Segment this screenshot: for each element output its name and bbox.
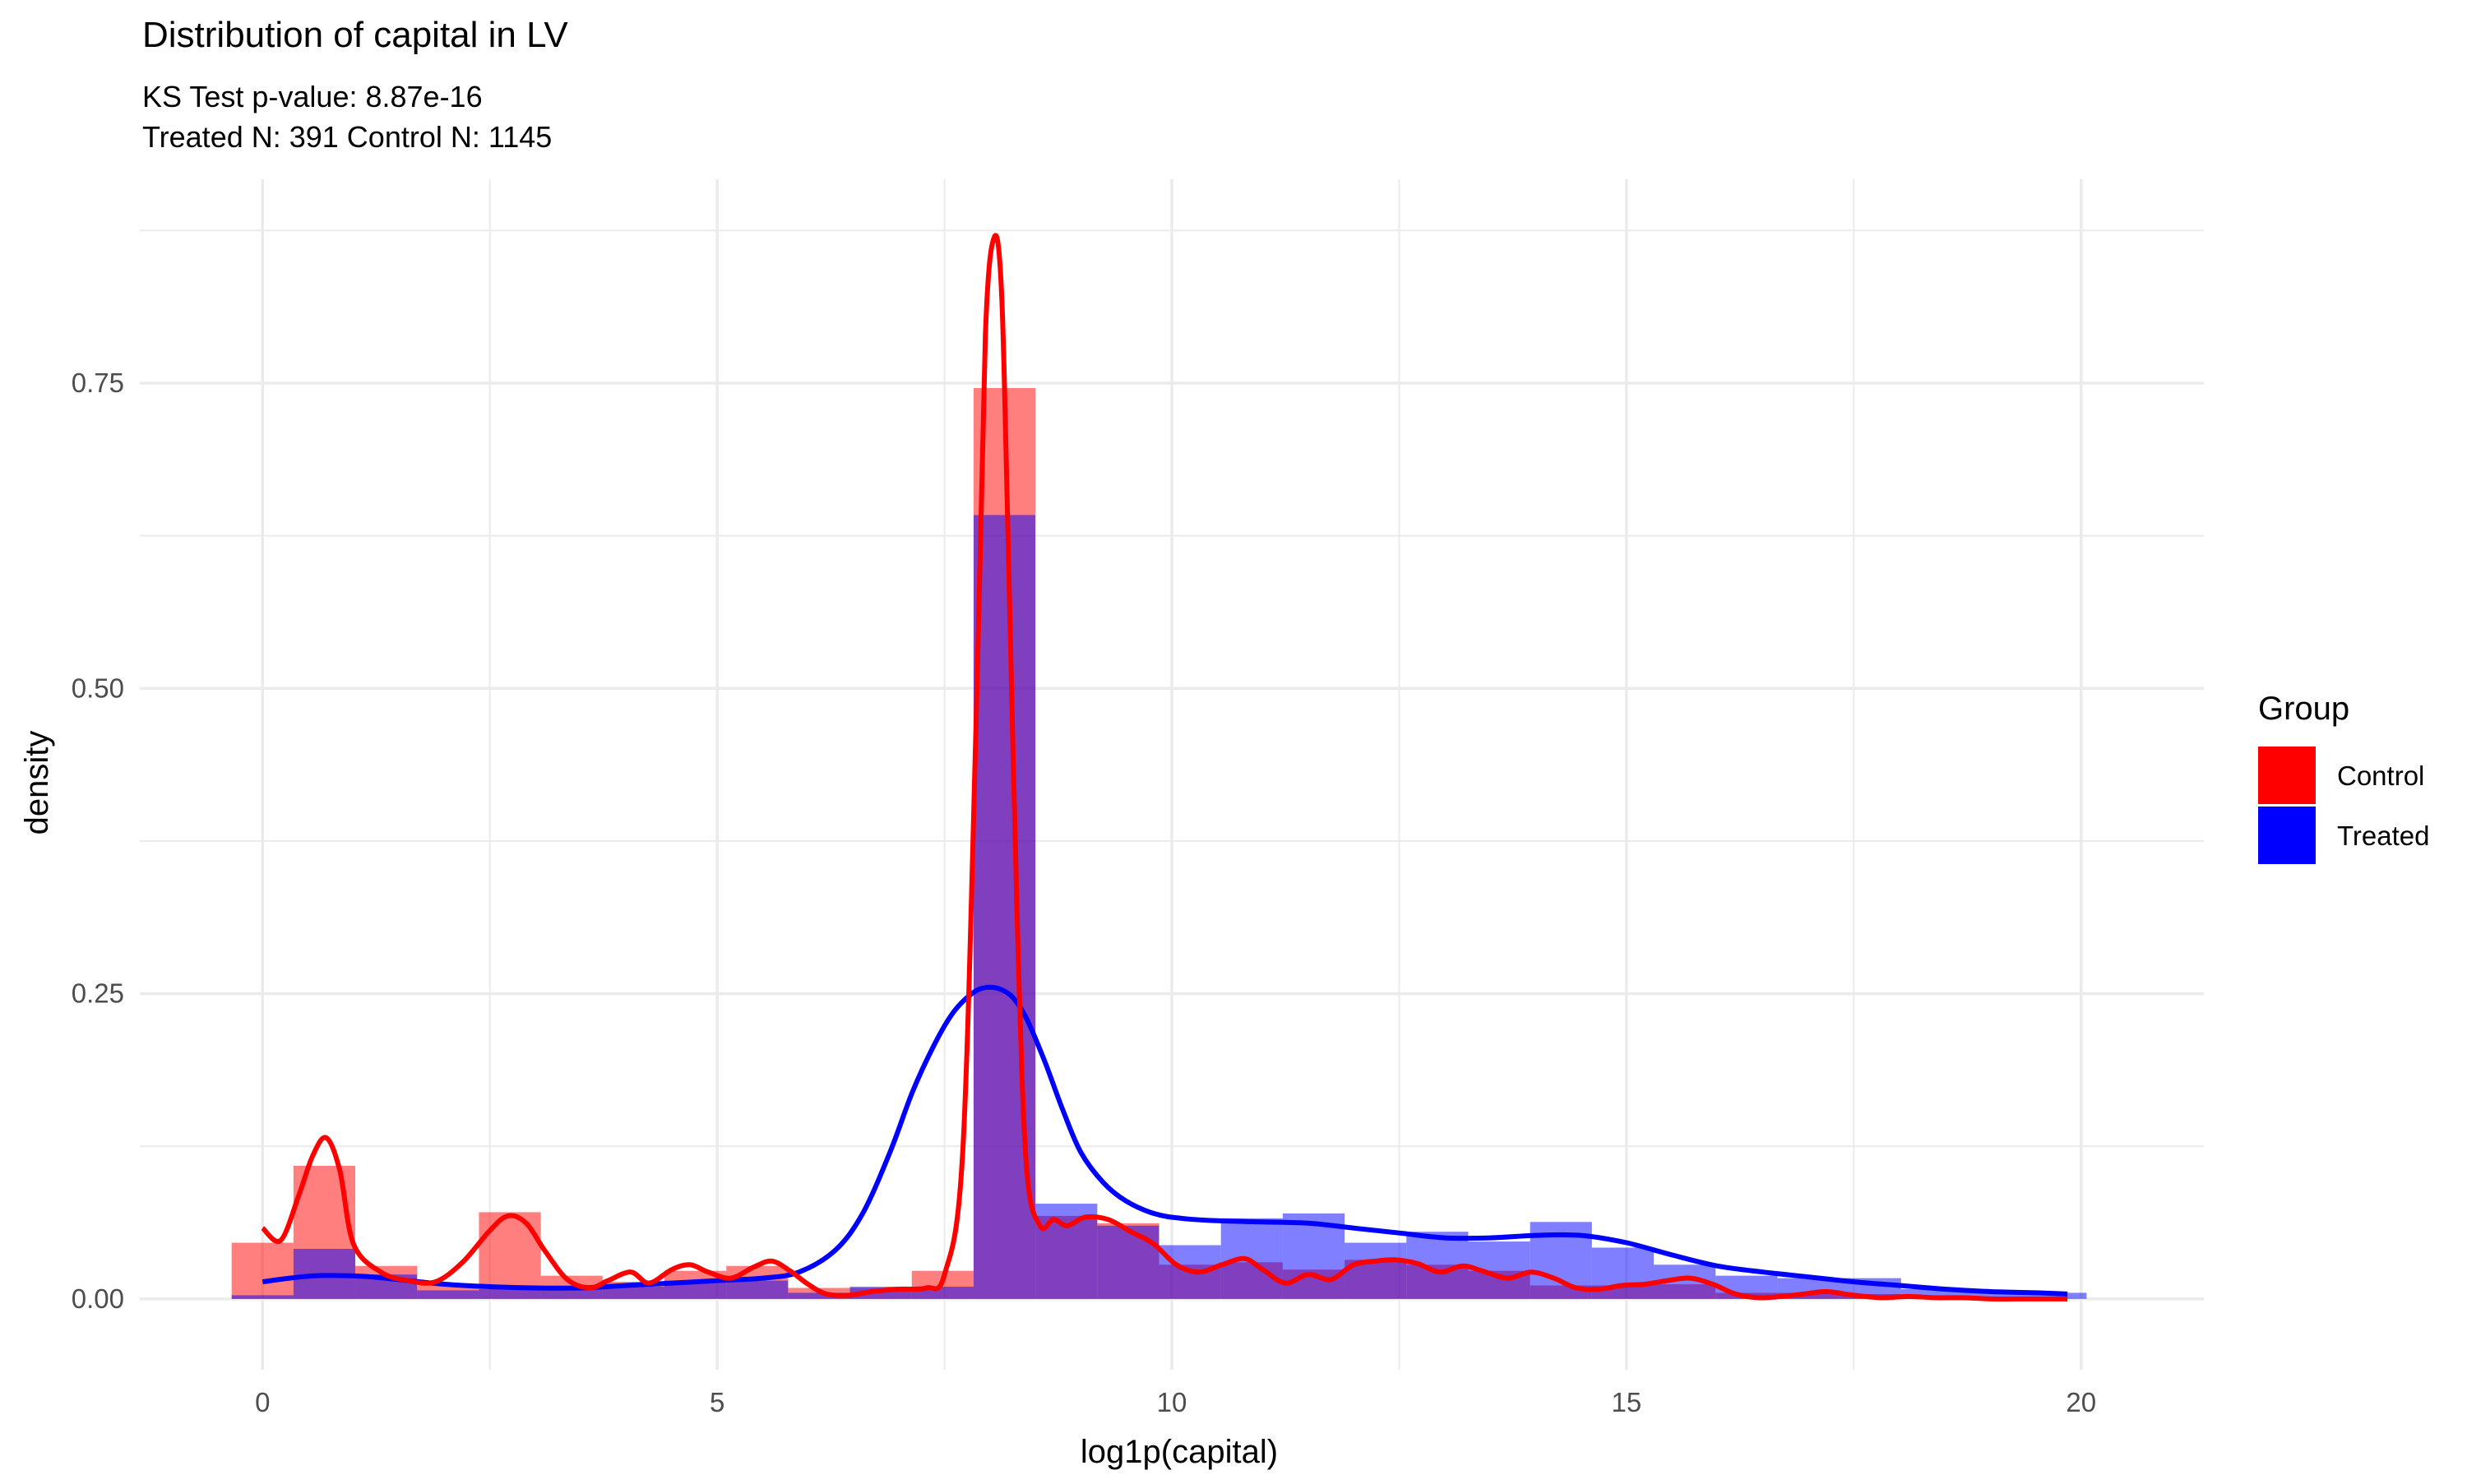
y-tick-label: 0.25 (72, 978, 124, 1009)
y-tick-label: 0.50 (72, 673, 124, 703)
x-tick-label: 5 (710, 1387, 724, 1417)
x-tick-label: 0 (255, 1387, 270, 1417)
chart-title: Distribution of capital in LV (142, 15, 568, 55)
control-density-line (261, 233, 2068, 1301)
x-axis-label: log1p(capital) (1081, 1434, 1278, 1470)
y-axis-label: density (19, 731, 55, 835)
control-histogram-bar (231, 1242, 294, 1299)
treated-histogram-bar (540, 1288, 603, 1299)
treated-density-line (262, 984, 2068, 1297)
treated-histogram-bar (726, 1280, 789, 1299)
chart-subtitle-counts: Treated N: 391 Control N: 1145 (142, 120, 552, 154)
legend-label-control: Control (2337, 760, 2424, 791)
legend-title: Group (2258, 691, 2349, 727)
chart-subtitle-ks: KS Test p-value: 8.87e-16 (142, 80, 483, 113)
treated-histogram-bar (664, 1280, 727, 1299)
treated-histogram-bar (1345, 1242, 1407, 1299)
y-tick-label: 0.75 (72, 368, 124, 398)
x-tick-label: 20 (2066, 1387, 2096, 1417)
treated-histogram-bar (1962, 1290, 2025, 1299)
density-curves (261, 233, 2068, 1301)
x-tick-label: 15 (1612, 1387, 1642, 1417)
y-tick-label: 0.00 (72, 1283, 124, 1314)
x-tick-label: 10 (1157, 1387, 1187, 1417)
major-gridlines (140, 179, 2204, 1370)
legend-key-treated (2258, 807, 2316, 864)
treated-histogram-bar (231, 1295, 294, 1299)
x-axis-tick-labels: 0 5 10 15 20 (255, 1387, 2096, 1417)
y-axis-tick-labels: 0.00 0.25 0.50 0.75 (72, 368, 124, 1314)
treated-histogram-bar (1220, 1218, 1283, 1299)
legend-key-control (2258, 747, 2316, 804)
treated-histogram-bar (1097, 1225, 1159, 1299)
legend: Group Control Treated (2258, 691, 2430, 864)
treated-histogram-bar (417, 1290, 479, 1299)
legend-label-treated: Treated (2337, 821, 2430, 851)
treated-histogram-bar (1900, 1288, 1963, 1299)
treated-histogram-bar (479, 1288, 541, 1299)
treated-histogram-bar (1035, 1204, 1098, 1299)
control-histogram-bars (231, 387, 2025, 1299)
treated-histogram-bar (602, 1287, 665, 1299)
treated-histogram-bar (788, 1292, 850, 1299)
treated-histogram-bars (231, 515, 2087, 1299)
